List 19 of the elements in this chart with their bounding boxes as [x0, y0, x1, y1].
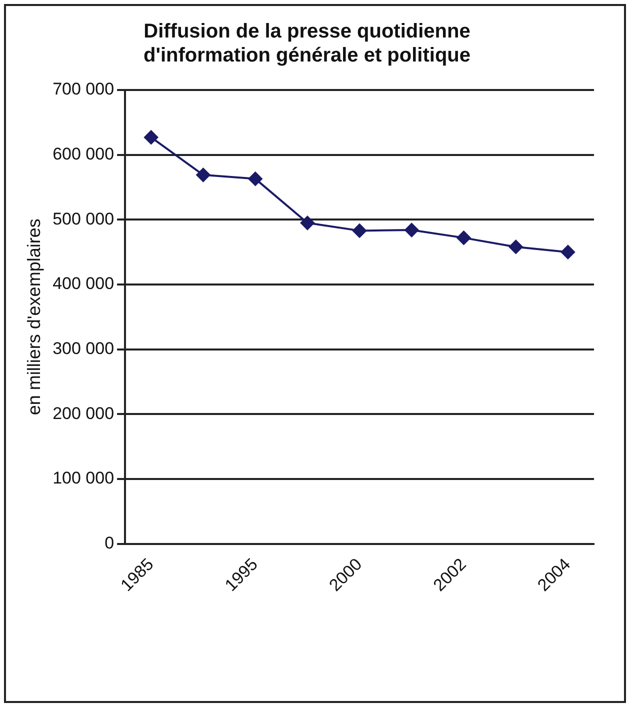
y-tick-label: 100 000 [52, 468, 114, 488]
point [508, 240, 523, 254]
point [456, 230, 471, 245]
y-tick-label: 500 000 [52, 209, 114, 228]
y-tick-label: 200 000 [52, 404, 114, 423]
point [144, 130, 158, 144]
y-tick-label: 600 000 [52, 144, 114, 164]
point [300, 216, 314, 230]
y-axis-title: en milliers d'exemplaires [24, 218, 44, 416]
chart-title: Diffusion de la presse quotidienne d'information générale et politique [143, 20, 471, 67]
point [404, 223, 419, 238]
y-tick-label: 0 [104, 534, 114, 553]
point [196, 168, 210, 182]
y-tick-label: 700 000 [52, 80, 114, 99]
point [352, 224, 367, 238]
y-tick-label: 300 000 [52, 339, 114, 358]
y-tick-label: 400 000 [52, 274, 114, 294]
point [560, 245, 575, 260]
point [248, 172, 262, 186]
